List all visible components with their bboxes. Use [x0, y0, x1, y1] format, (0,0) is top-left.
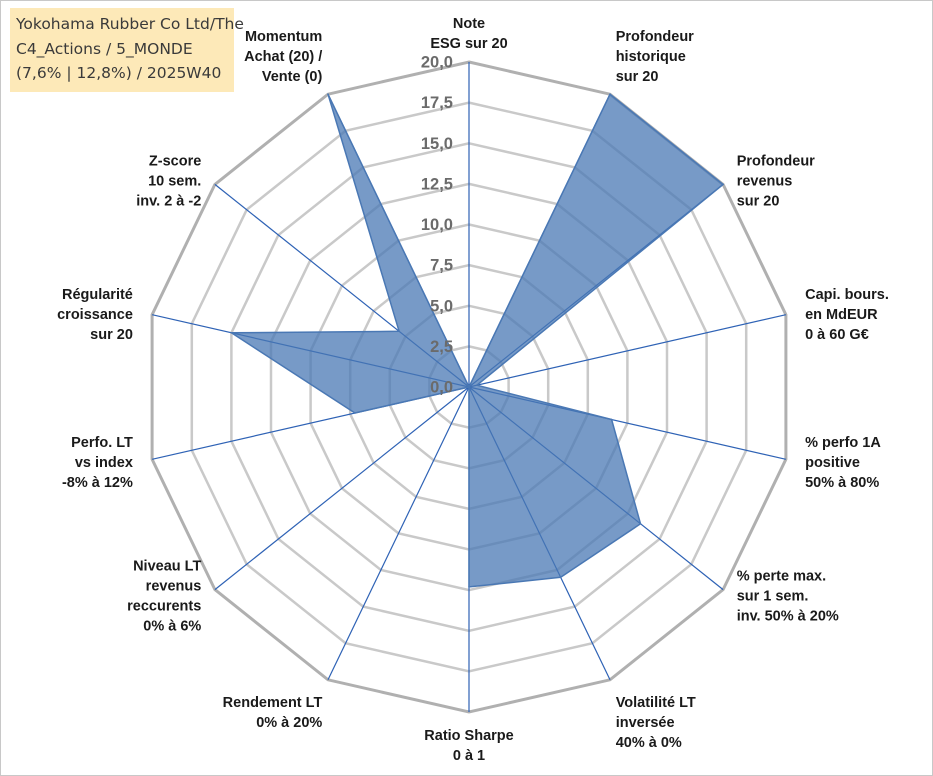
axis-label-line: inv. 2 à -2	[136, 193, 201, 209]
axis-label-line: ESG sur 20	[430, 36, 507, 52]
data-point-12	[230, 332, 233, 334]
axis-label-line: Régularité	[62, 287, 133, 303]
axis-label-line: 0 à 1	[453, 748, 485, 764]
tick-layer: 0,0 2,5 5,0 7,5 10,0 12,5 15,0 17,5 20,0	[421, 54, 453, 397]
axis-label-line: -8% à 12%	[62, 475, 133, 491]
axis-label-line: sur 20	[90, 327, 133, 343]
axis-label-line: en MdEUR	[805, 307, 878, 323]
axis-label-line: sur 20	[737, 193, 780, 209]
axis-label-line: sur 20	[616, 69, 659, 85]
axis-label-line: 50% à 80%	[805, 475, 879, 491]
axis-spoke-9	[327, 386, 470, 681]
axis-label-line: Ratio Sharpe	[424, 728, 513, 744]
axis-label-line: Perfo. LT	[71, 435, 133, 451]
axis-label-10: Niveau LT revenus reccurents 0% à 6%	[127, 559, 201, 635]
axis-label-line: Profondeur	[616, 29, 694, 45]
axis-spoke-10	[214, 386, 470, 591]
axis-spoke-4	[468, 314, 787, 388]
axis-label-line: % perfo 1A	[805, 435, 881, 451]
axis-label-8: Ratio Sharpe 0 à 1	[424, 728, 513, 764]
data-point-14	[327, 93, 329, 95]
data-point-7	[559, 576, 562, 579]
title-box: Yokohama Rubber Co Ltd/The C4_Actions / …	[10, 8, 244, 92]
data-point-3	[722, 183, 724, 186]
axis-label-line: 0% à 20%	[256, 715, 322, 731]
axis-label-line: 40% à 0%	[616, 735, 682, 751]
data-point-8	[468, 586, 470, 588]
axis-label-line: Profondeur	[737, 153, 815, 169]
axis-label-line: Vente (0)	[262, 69, 323, 85]
axis-label-7: Volatilité LT inversée 40% à 0%	[616, 695, 696, 751]
tick-label: 17,5	[421, 94, 453, 112]
axis-label-9: Rendement LT 0% à 20%	[223, 695, 323, 731]
axis-label-line: croissance	[57, 307, 133, 323]
axis-label-line: 0 à 60 G€	[805, 327, 869, 343]
data-point-6	[639, 523, 642, 525]
axis-label-14: Momentum Achat (20) / Vente (0)	[244, 29, 322, 85]
tick-label: 7,5	[430, 257, 453, 275]
tick-label: 12,5	[421, 175, 453, 193]
axis-label-line: inv. 50% à 20%	[737, 609, 839, 625]
axis-label-13: Z-score 10 sem. inv. 2 à -2	[136, 153, 201, 209]
axis-label-line: Rendement LT	[223, 695, 323, 711]
axis-label-line: Capi. bours.	[805, 287, 889, 303]
axis-label-line: Z-score	[149, 153, 201, 169]
tick-label: 15,0	[421, 135, 453, 153]
data-point-2	[609, 93, 611, 95]
axis-label-line: sur 1 sem.	[737, 589, 809, 605]
axis-label-line: reccurents	[127, 599, 201, 615]
data-point-13	[398, 330, 400, 333]
data-point-4	[476, 384, 478, 387]
axis-label-line: vs index	[75, 455, 133, 471]
axis-label-3: Profondeur revenus sur 20	[737, 153, 815, 209]
title-line-3: (7,6% | 12,8%) / 2025W40	[16, 64, 222, 82]
axis-label-line: historique	[616, 49, 686, 65]
axis-label-line: Momentum	[245, 29, 322, 45]
title-line-2: C4_Actions / 5_MONDE	[16, 39, 193, 58]
axis-label-line: revenus	[146, 579, 202, 595]
axis-label-11: Perfo. LT vs index -8% à 12%	[62, 435, 133, 491]
tick-label: 20,0	[421, 54, 453, 72]
tick-label: 0,0	[430, 379, 453, 397]
data-point-10	[468, 386, 470, 388]
tick-label: 10,0	[421, 216, 453, 234]
axis-label-line: % perte max.	[737, 569, 826, 585]
axis-label-line: 10 sem.	[148, 173, 201, 189]
axis-label-line: Niveau LT	[133, 559, 201, 575]
axis-label-line: revenus	[737, 173, 793, 189]
series-layer	[230, 93, 724, 588]
axis-label-line: positive	[805, 455, 860, 471]
axis-label-2: Profondeur historique sur 20	[616, 29, 694, 85]
axis-label-layer: Note ESG sur 20 Profondeur historique sur 20…	[57, 16, 889, 764]
axis-label-line: Volatilité LT	[616, 695, 696, 711]
data-point-11	[354, 412, 356, 414]
axis-label-12: Régularité croissance sur 20	[57, 287, 133, 343]
tick-label: 2,5	[430, 338, 453, 356]
axis-label-line: inversée	[616, 715, 675, 731]
axis-label-6: % perte max. sur 1 sem. inv. 50% à 20%	[737, 569, 839, 625]
axis-label-line: Note	[453, 16, 485, 32]
axis-label-4: Capi. bours. en MdEUR 0 à 60 G€	[805, 287, 889, 343]
axis-label-1: Note ESG sur 20	[430, 16, 507, 52]
tick-label: 5,0	[430, 297, 453, 315]
title-line-1: Yokohama Rubber Co Ltd/The	[16, 15, 244, 33]
data-point-5	[610, 418, 613, 421]
axis-label-line: Achat (20) /	[244, 49, 322, 65]
axis-label-line: 0% à 6%	[143, 619, 201, 635]
axis-label-5: % perfo 1A positive 50% à 80%	[805, 435, 881, 491]
series-area	[230, 93, 724, 588]
